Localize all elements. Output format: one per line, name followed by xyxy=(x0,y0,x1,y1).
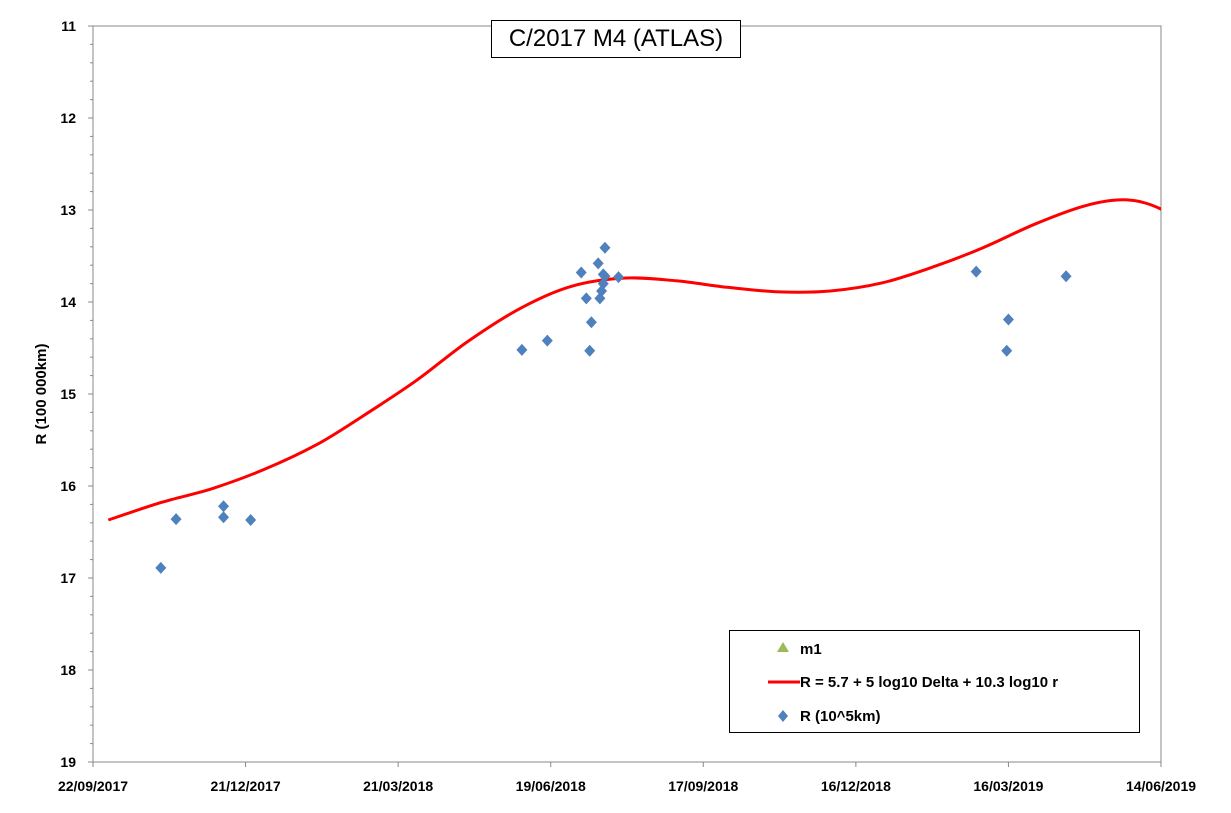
chart-title-box: C/2017 M4 (ATLAS) xyxy=(491,20,741,58)
x-tick-label: 21/03/2018 xyxy=(363,778,433,794)
legend-item-m1: m1 xyxy=(730,637,822,661)
red-line-icon xyxy=(730,670,800,694)
data-point-diamond xyxy=(599,270,611,283)
x-tick-label: 16/03/2019 xyxy=(973,778,1043,794)
y-tick-label: 11 xyxy=(61,18,76,34)
legend-label-model-line: R = 5.7 + 5 log10 Delta + 10.3 log10 r xyxy=(800,673,1059,691)
y-tick-label: 18 xyxy=(60,662,76,678)
data-point-diamond xyxy=(613,271,625,284)
y-tick-label: 13 xyxy=(60,202,76,218)
data-point-diamond xyxy=(575,266,587,279)
y-axis-label: R (100 000km) xyxy=(33,344,50,445)
legend-item-r-observed: R (10^5km) xyxy=(730,704,880,728)
data-point-diamond xyxy=(218,500,230,513)
legend-item-model-line: R = 5.7 + 5 log10 Delta + 10.3 log10 r xyxy=(730,670,1058,694)
x-axis: 22/09/2017 21/12/2017 21/03/2018 19/06/2018… xyxy=(58,762,1196,794)
data-point-diamond xyxy=(155,561,167,574)
legend-label-r-observed: R (10^5km) xyxy=(800,707,881,725)
y-tick-label: 17 xyxy=(60,570,76,586)
data-point-diamond xyxy=(541,334,553,347)
x-tick-label: 16/12/2018 xyxy=(821,778,891,794)
model-curve-line xyxy=(107,198,1161,522)
y-axis: 11 12 13 14 15 16 17 18 19 xyxy=(60,18,93,770)
data-point-diamond xyxy=(970,265,982,278)
x-tick-label: 17/09/2018 xyxy=(668,778,738,794)
legend-label-m1: m1 xyxy=(800,640,822,658)
x-tick-label: 14/06/2019 xyxy=(1126,778,1196,794)
data-point-diamond xyxy=(516,343,528,356)
y-tick-label: 19 xyxy=(60,754,76,770)
data-point-diamond xyxy=(218,511,230,524)
data-point-diamond xyxy=(585,316,597,329)
data-point-diamond xyxy=(599,241,611,254)
data-point-diamond xyxy=(1001,344,1013,357)
x-tick-label: 21/12/2017 xyxy=(211,778,281,794)
data-point-diamond xyxy=(580,292,592,305)
x-tick-label: 19/06/2018 xyxy=(516,778,586,794)
y-tick-label: 16 xyxy=(60,478,76,494)
data-point-diamond xyxy=(170,513,182,526)
chart-title: C/2017 M4 (ATLAS) xyxy=(508,25,724,52)
data-point-diamond xyxy=(245,514,257,527)
x-tick-label: 22/09/2017 xyxy=(58,778,128,794)
data-point-diamond xyxy=(1060,270,1072,283)
y-tick-label: 14 xyxy=(60,294,76,310)
y-tick-label: 12 xyxy=(60,110,76,126)
y-tick-label: 15 xyxy=(60,386,76,402)
data-point-diamond xyxy=(592,257,604,270)
series-layer xyxy=(107,198,1161,574)
data-point-diamond xyxy=(1002,313,1014,326)
triangle-marker-icon xyxy=(730,637,800,661)
legend: m1 R = 5.7 + 5 log10 Delta + 10.3 log10 … xyxy=(729,630,1140,733)
diamond-marker-icon xyxy=(730,704,800,728)
data-point-diamond xyxy=(584,344,596,357)
